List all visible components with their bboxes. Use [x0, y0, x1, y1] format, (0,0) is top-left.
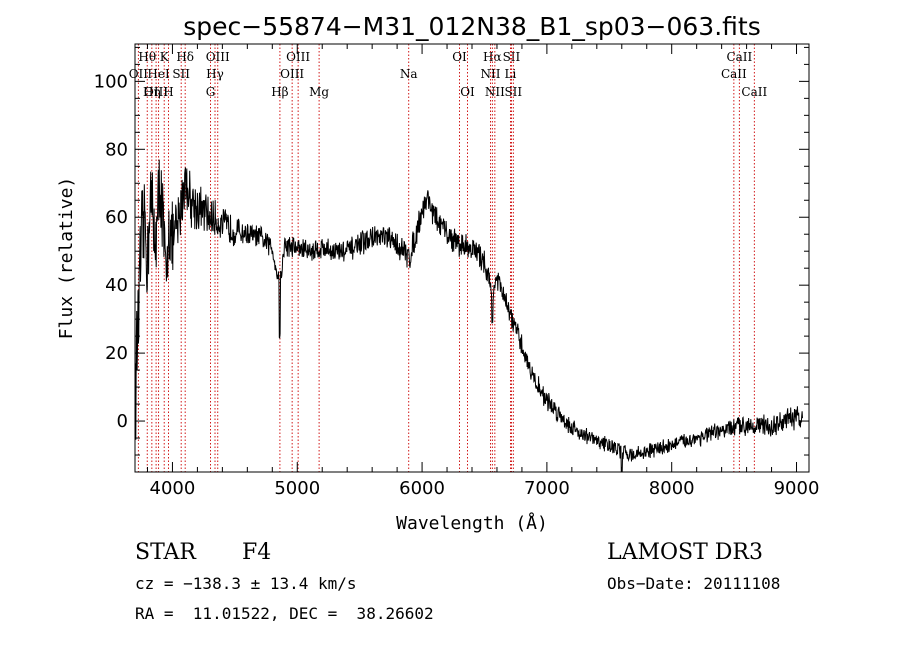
line-marker-label-16: Na: [400, 67, 418, 81]
line-marker-label-11: G: [206, 85, 216, 99]
y-tick-label-0: 0: [117, 411, 128, 432]
line-marker-label-4: HeI: [147, 67, 170, 81]
line-marker-label-20: SII: [503, 50, 521, 64]
line-marker-label-14: OIII: [280, 67, 304, 81]
x-tick-label-5: 9000: [774, 478, 820, 499]
x-tick-label-4: 8000: [649, 478, 695, 499]
axes: 4000 5000 6000 7000 8000 9000 0 20 40 60 80 100: [94, 44, 820, 499]
line-marker-label-5: Hη: [143, 85, 161, 99]
line-marker-label-26: CaII: [721, 67, 747, 81]
y-tick-label-2: 40: [105, 275, 128, 296]
line-marker-label-21: NII: [480, 67, 500, 81]
redshift-value: cz = −138.3 ± 13.4 km/s: [135, 574, 357, 593]
line-marker-label-7: SII: [172, 67, 190, 81]
line-marker-label-22: Li: [505, 67, 517, 81]
line-marker-label-1: OII: [129, 67, 149, 81]
line-marker-label-12: Hβ: [271, 85, 288, 99]
spectrum-chart: spec−55874−M31_012N38_B1_sp03−063.fits H…: [56, 12, 820, 534]
line-marker-label-15: Mg: [309, 85, 329, 99]
line-marker-label-23: NII: [485, 85, 505, 99]
y-tick-label-4: 80: [105, 139, 128, 160]
object-class: STAR: [135, 540, 196, 565]
y-tick-label-5: 100: [94, 71, 128, 92]
line-marker-label-24: SII: [504, 85, 522, 99]
obs-date: Obs−Date: 20111108: [607, 574, 781, 593]
line-marker-label-13: OIII: [286, 50, 310, 64]
line-marker-label-2: OIII: [144, 85, 168, 99]
line-marker-label-19: Hα: [483, 50, 502, 64]
survey-name: LAMOST DR3: [607, 540, 763, 565]
line-marker-label-27: CaII: [741, 85, 767, 99]
x-axis-title: Wavelength (Å): [396, 512, 548, 534]
line-marker-label-3: K: [160, 50, 170, 64]
line-marker-label-17: OI: [452, 50, 467, 64]
y-tick-label-1: 20: [105, 343, 128, 364]
y-axis-title: Flux (relative): [56, 177, 77, 340]
object-subclass: F4: [242, 540, 272, 565]
line-marker-label-6: Hδ: [176, 50, 194, 64]
line-marker-label-10: Hγ: [206, 67, 224, 81]
line-marker-label-8: H: [163, 85, 173, 99]
y-tick-label-3: 60: [105, 207, 128, 228]
line-marker-label-18: OI: [460, 85, 475, 99]
x-tick-label-2: 6000: [399, 478, 445, 499]
line-marker-label-0: Hθ: [138, 50, 156, 64]
line-marker-label-25: CaII: [726, 50, 752, 64]
x-tick-label-3: 7000: [524, 478, 570, 499]
coordinates: RA = 11.01522, DEC = 38.26602: [135, 604, 434, 623]
x-tick-label-0: 4000: [150, 478, 196, 499]
plot-frame: [134, 43, 810, 473]
line-marker-label-9: OIII: [206, 50, 230, 64]
x-tick-label-1: 5000: [274, 478, 320, 499]
chart-title: spec−55874−M31_012N38_B1_sp03−063.fits: [183, 12, 761, 41]
spectrum-line: [134, 159, 803, 473]
